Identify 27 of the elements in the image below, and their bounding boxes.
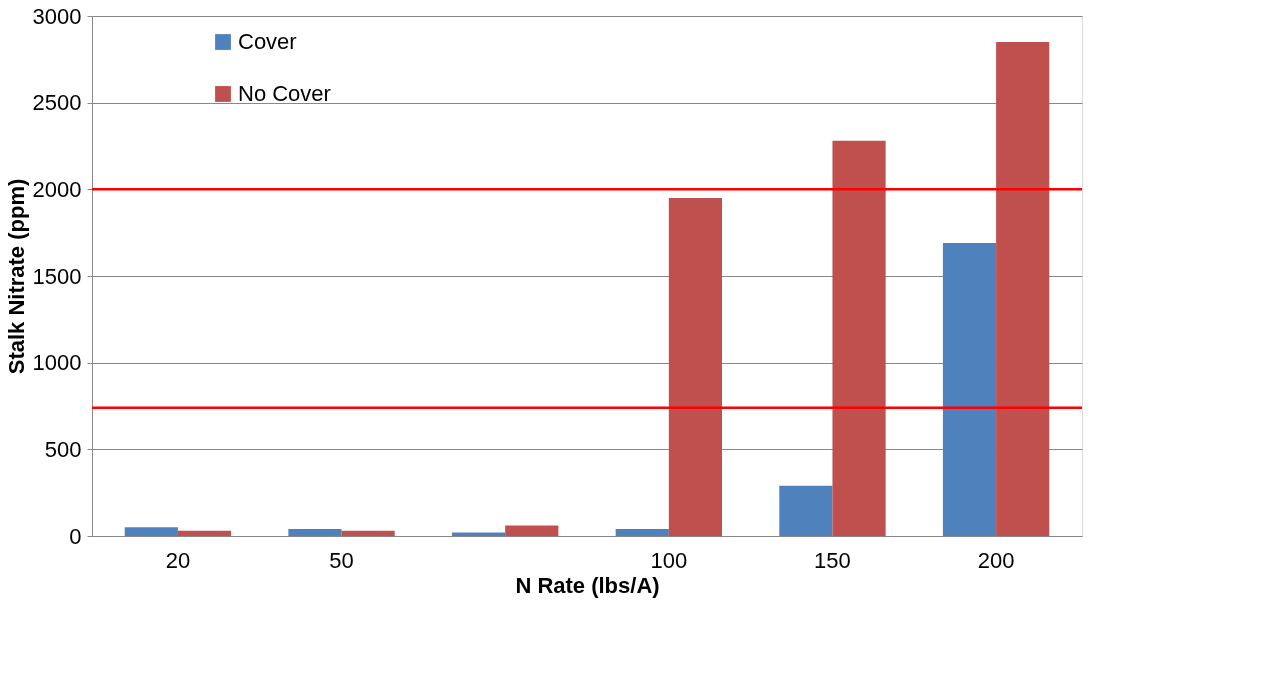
bar <box>177 530 232 536</box>
x-tick-label: 50 <box>329 547 354 573</box>
bar <box>779 485 833 536</box>
bar <box>668 198 722 536</box>
x-tick-label: 100 <box>650 547 688 573</box>
y-axis-title: Stalk Nitrate (ppm) <box>3 178 29 375</box>
y-tick-label: 500 <box>44 436 82 462</box>
x-tick-label: 20 <box>165 547 191 573</box>
bar <box>996 42 1050 536</box>
x-tick-label: 200 <box>977 547 1015 573</box>
legend-label: Cover <box>238 29 297 54</box>
x-axis-title: N Rate (lbs/A) <box>515 572 660 598</box>
bar <box>124 527 178 536</box>
x-tick-label: 150 <box>814 547 851 573</box>
bar <box>341 530 395 536</box>
bar <box>942 243 997 536</box>
y-tick-label: 2000 <box>32 176 82 202</box>
y-tick-label: 3000 <box>32 3 82 29</box>
bar <box>505 525 559 536</box>
y-tick-label: 0 <box>69 523 82 549</box>
y-tick-label: 1500 <box>32 263 82 289</box>
bar <box>288 529 342 536</box>
y-tick-label: 1000 <box>32 350 82 376</box>
bar <box>615 529 669 536</box>
y-tick-label: 2500 <box>32 90 82 116</box>
bar <box>832 140 886 536</box>
legend-label: No Cover <box>238 81 331 106</box>
